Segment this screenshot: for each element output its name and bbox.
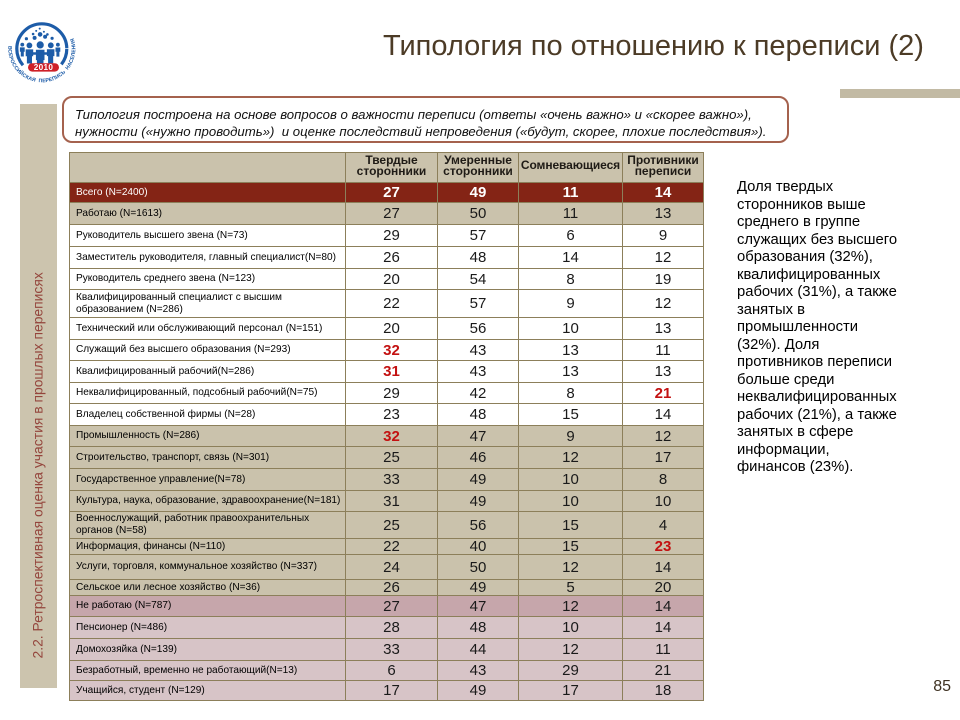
svg-text:2010: 2010 xyxy=(34,63,54,72)
